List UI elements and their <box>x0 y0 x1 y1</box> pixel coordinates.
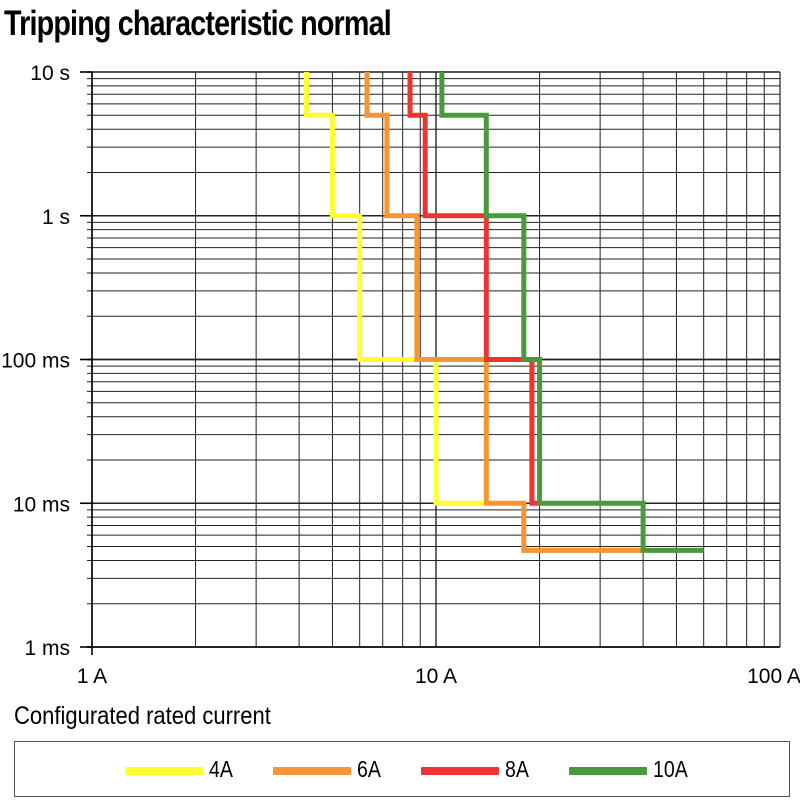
legend-swatch-8a <box>421 767 499 775</box>
chart-axes <box>87 72 780 655</box>
legend-swatch-4a <box>125 767 203 775</box>
y-tick-label: 1 s <box>42 206 70 229</box>
y-tick-label: 10 ms <box>13 493 70 516</box>
y-tick-label: 10 s <box>30 62 70 85</box>
chart-legend: 4A 6A 8A 10A <box>14 741 790 797</box>
chart-series <box>303 72 704 553</box>
series-line-6a <box>364 72 644 553</box>
legend-title: Configurated rated current <box>14 702 271 730</box>
legend-label-10a: 10A <box>653 756 688 782</box>
series-line-10a <box>439 72 704 553</box>
y-tick-label: 1 ms <box>24 637 70 660</box>
legend-label-4a: 4A <box>209 756 233 782</box>
legend-swatch-10a <box>569 767 647 775</box>
x-tick-label: 1 A <box>77 665 107 688</box>
series-line-8a <box>407 72 540 506</box>
legend-label-8a: 8A <box>505 756 529 782</box>
x-tick-label: 100 A <box>747 665 800 688</box>
tripping-chart: 10 s 1 s 100 ms 10 ms 1 ms 1 A 10 A 100 A <box>1 62 800 688</box>
x-tick-label: 10 A <box>415 665 457 688</box>
chart-title: Tripping characteristic normal <box>4 4 392 43</box>
legend-swatch-6a <box>273 767 351 775</box>
series-line-4a <box>303 72 487 506</box>
tick-labels: 10 s 1 s 100 ms 10 ms 1 ms 1 A 10 A 100 A <box>1 62 800 688</box>
y-tick-label: 100 ms <box>1 350 70 373</box>
legend-label-6a: 6A <box>357 756 381 782</box>
